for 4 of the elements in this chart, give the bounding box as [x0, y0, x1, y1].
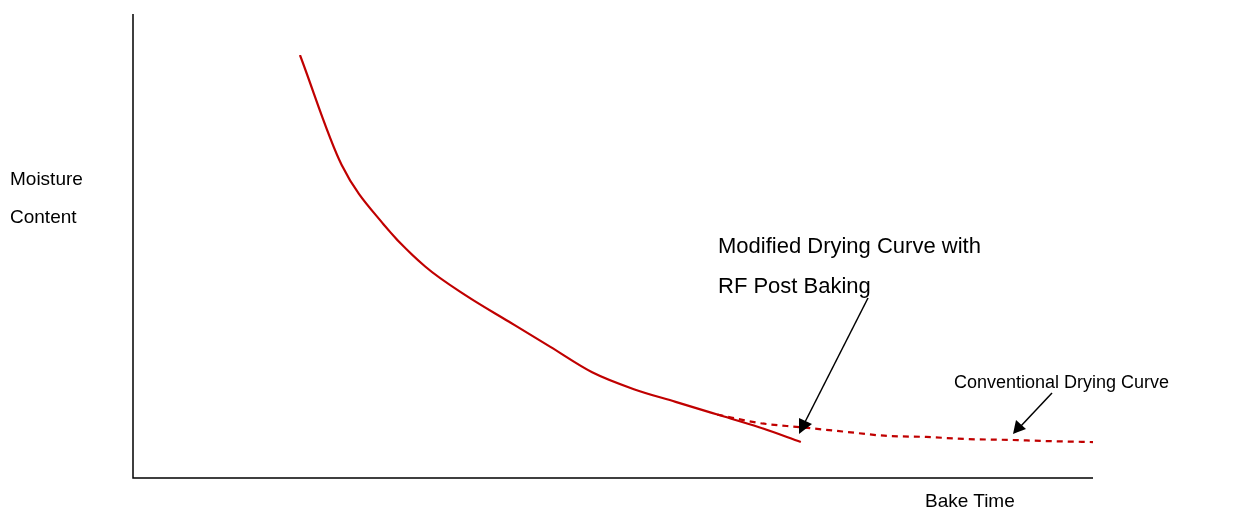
- x-axis-title: Bake Time: [925, 490, 1015, 512]
- annotation: Conventional Drying Curve: [954, 371, 1171, 394]
- annotation: Modified Drying Curve with RF Post Baking: [718, 232, 982, 300]
- y-axis-title: Moisture Content: [10, 167, 84, 229]
